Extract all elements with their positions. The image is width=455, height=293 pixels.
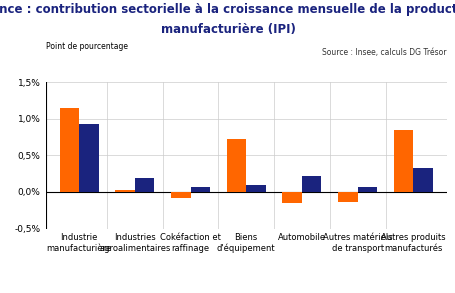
Bar (226, 139, 246, 192)
Text: France : contribution sectorielle à la croissance mensuelle de la production: France : contribution sectorielle à la c… (0, 3, 455, 16)
Bar (246, 185, 265, 192)
Text: manufacturière (IPI): manufacturière (IPI) (160, 23, 295, 36)
Bar (60, 108, 79, 192)
Bar (393, 130, 413, 192)
Bar (413, 168, 432, 192)
Bar (338, 192, 357, 202)
Bar (171, 192, 190, 198)
Bar (357, 187, 376, 192)
Text: Source : Insee, calculs DG Trésor: Source : Insee, calculs DG Trésor (322, 48, 446, 57)
Bar (115, 190, 135, 192)
Bar (190, 187, 210, 192)
Bar (282, 192, 301, 203)
Bar (79, 124, 98, 192)
Bar (135, 178, 154, 192)
Text: Point de pourcentage: Point de pourcentage (46, 42, 127, 52)
Bar (301, 176, 321, 192)
